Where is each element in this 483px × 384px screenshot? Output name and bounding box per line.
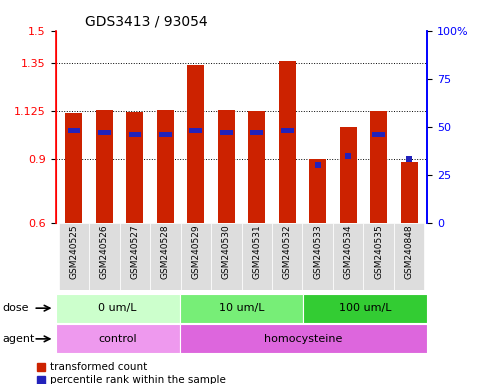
Bar [242, 223, 272, 290]
Bar [56, 324, 180, 353]
Text: dose: dose [3, 303, 29, 313]
Text: homocysteine: homocysteine [264, 334, 342, 344]
Bar [68, 128, 80, 133]
Bar [96, 110, 113, 223]
Text: 100 um/L: 100 um/L [339, 303, 392, 313]
Bar [211, 223, 242, 290]
Bar [120, 223, 150, 290]
Bar [98, 130, 111, 135]
Text: GSM240531: GSM240531 [252, 225, 261, 280]
Bar [187, 65, 204, 223]
Bar [363, 223, 394, 290]
Text: GDS3413 / 93054: GDS3413 / 93054 [85, 14, 208, 28]
Text: GSM240848: GSM240848 [405, 225, 413, 280]
Text: 0 um/L: 0 um/L [98, 303, 137, 313]
Bar [248, 111, 265, 223]
Bar [58, 223, 89, 290]
Bar [127, 112, 143, 223]
Bar [279, 61, 296, 223]
Bar [309, 159, 326, 223]
Bar [66, 113, 82, 223]
Bar [281, 128, 294, 133]
Bar [272, 223, 302, 290]
Text: GSM240527: GSM240527 [130, 225, 139, 280]
Bar [181, 223, 211, 290]
Text: GSM240529: GSM240529 [191, 225, 200, 280]
Bar [303, 294, 427, 323]
Bar [372, 132, 385, 137]
Bar [157, 110, 174, 223]
Bar [401, 162, 417, 223]
Text: GSM240530: GSM240530 [222, 225, 231, 280]
Bar [159, 132, 171, 137]
Bar [180, 324, 427, 353]
Text: GSM240534: GSM240534 [344, 225, 353, 280]
Bar [251, 130, 263, 135]
Text: GSM240532: GSM240532 [283, 225, 292, 280]
Bar [89, 223, 120, 290]
Text: GSM240525: GSM240525 [70, 225, 78, 280]
Bar [220, 130, 232, 135]
Text: 10 um/L: 10 um/L [219, 303, 264, 313]
Text: GSM240526: GSM240526 [100, 225, 109, 280]
Legend: transformed count, percentile rank within the sample: transformed count, percentile rank withi… [37, 362, 226, 384]
Text: agent: agent [3, 334, 35, 344]
Text: control: control [98, 334, 137, 344]
Text: GSM240528: GSM240528 [161, 225, 170, 280]
Bar [340, 127, 356, 223]
Bar [302, 223, 333, 290]
Bar [180, 294, 303, 323]
Bar [189, 128, 202, 133]
Bar [128, 132, 141, 137]
Bar [150, 223, 181, 290]
Bar [218, 110, 235, 223]
Bar [370, 111, 387, 223]
Text: GSM240535: GSM240535 [374, 225, 383, 280]
Bar [56, 294, 180, 323]
Text: GSM240533: GSM240533 [313, 225, 322, 280]
Bar [394, 223, 425, 290]
Bar [333, 223, 363, 290]
